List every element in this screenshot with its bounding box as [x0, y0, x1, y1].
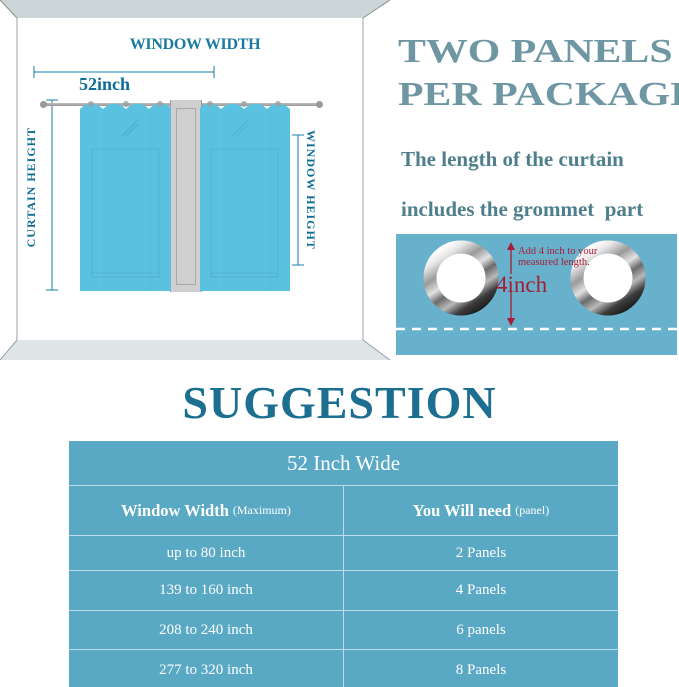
svg-text:4inch: 4inch: [496, 272, 548, 297]
svg-text:measured length.: measured length.: [518, 257, 590, 268]
svg-text:Add 4 inch to your: Add 4 inch to your: [518, 246, 598, 257]
